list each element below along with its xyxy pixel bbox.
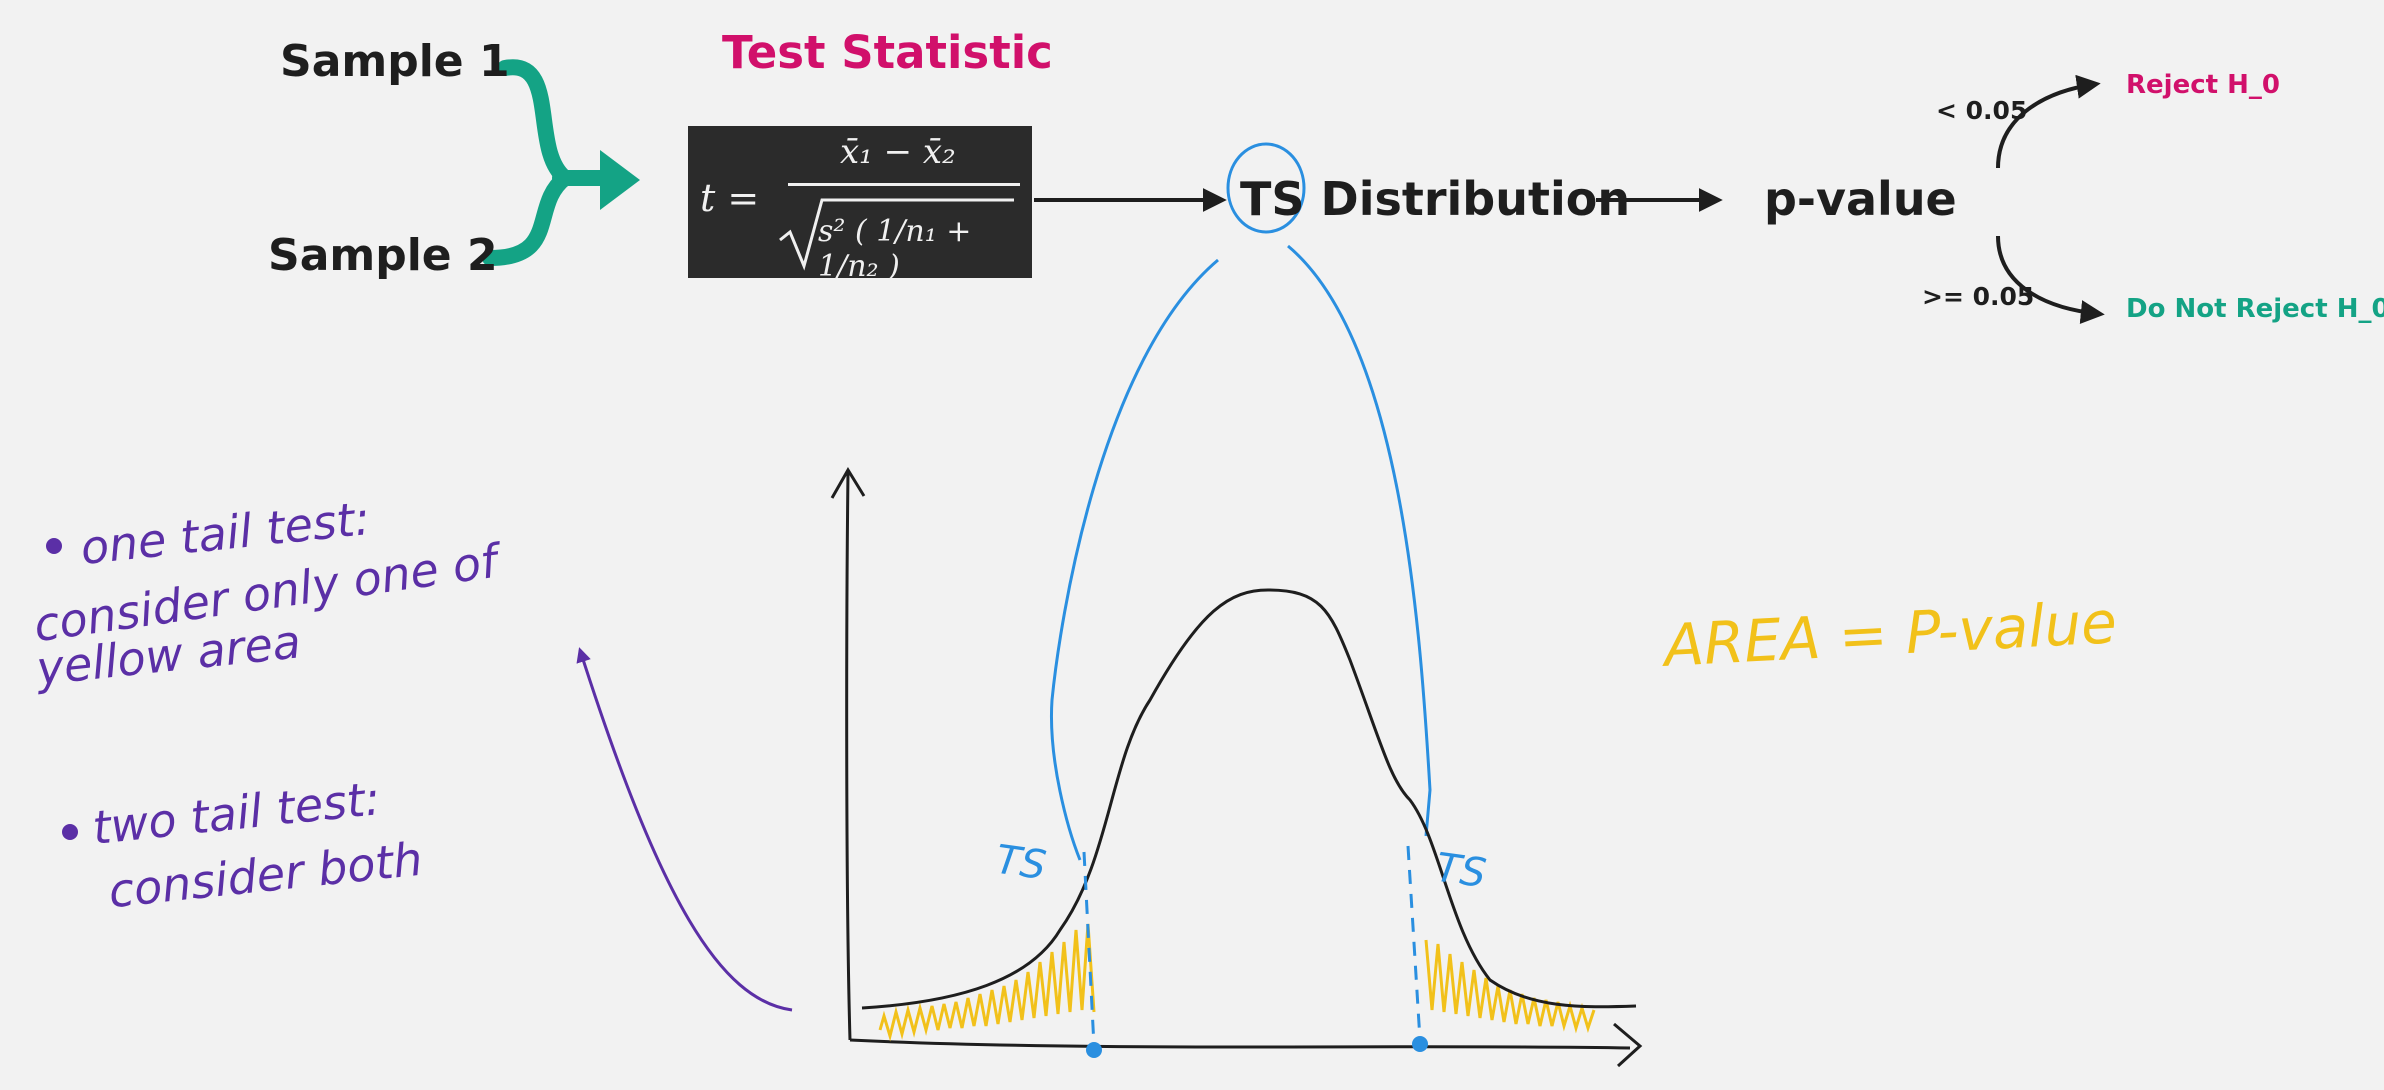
fraction-bar	[788, 183, 1020, 186]
lt-threshold-label: < 0.05	[1936, 96, 2028, 125]
sample-2-label: Sample 2	[268, 230, 498, 281]
left-tail-area	[878, 923, 1096, 1042]
ts-distribution-label: TS Distribution	[1240, 172, 1631, 226]
distribution-curve	[861, 588, 1637, 1010]
ts-right-dashed	[1406, 845, 1422, 1041]
formula-denominator: s² ( 1/n₁ + 1/n₂ )	[818, 214, 972, 284]
t-statistic-formula: t = x̄₁ − x̄₂ s² ( 1/n₁ + 1/n₂ )	[688, 126, 1032, 284]
ts-leader-right	[1287, 244, 1432, 837]
formula-numerator: x̄₁ − x̄₂	[840, 132, 956, 172]
right-tail-area	[1424, 939, 1596, 1034]
p-value-label: p-value	[1764, 172, 1957, 226]
ts-circle	[1226, 142, 1306, 234]
formula-lhs: t =	[700, 176, 760, 220]
one-tail-bullet	[46, 538, 62, 554]
ts-left-dashed	[1082, 851, 1096, 1047]
do-not-reject-h0-label: Do Not Reject H_0	[2126, 294, 2384, 324]
x-axis	[849, 1038, 1631, 1050]
ts-right-label: TS	[1433, 844, 1489, 898]
y-axis	[845, 471, 852, 1041]
do-not-reject-arrow	[1996, 235, 2105, 325]
sqrt-sign	[779, 198, 1014, 271]
reject-arrow	[1996, 74, 2101, 169]
test-statistic-title: Test Statistic	[722, 26, 1053, 79]
merge-brace	[482, 59, 640, 266]
reject-h0-label: Reject H_0	[2126, 70, 2280, 100]
ts-left-point	[1086, 1042, 1102, 1058]
ts-leader-left	[1049, 258, 1219, 861]
ts-right-point	[1412, 1036, 1428, 1052]
gte-threshold-label: >= 0.05	[1922, 282, 2035, 311]
sample-1-label: Sample 1	[280, 36, 510, 87]
two-tail-bullet	[62, 824, 78, 840]
notes-arrow	[576, 647, 793, 1012]
ts-left-label: TS	[993, 836, 1049, 890]
